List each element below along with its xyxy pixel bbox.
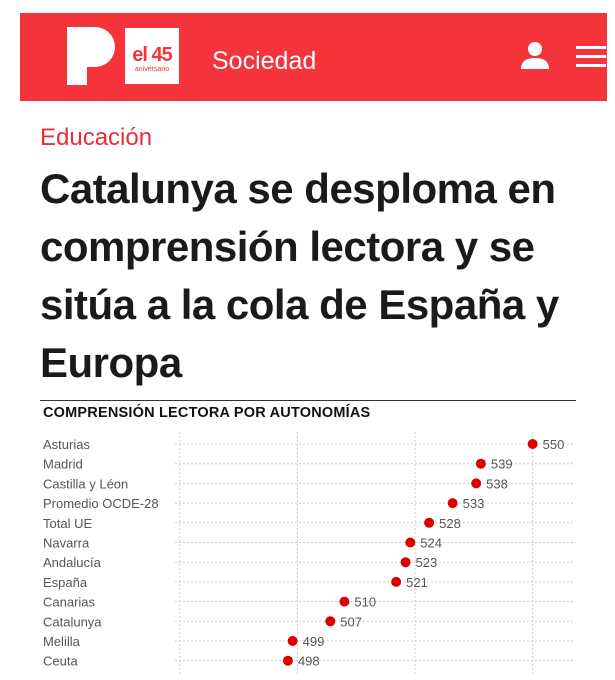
category-label: Asturias — [43, 437, 90, 452]
chart-top-rule — [40, 400, 576, 401]
section-link[interactable]: Sociedad — [212, 47, 317, 75]
category-label: Canarias — [43, 595, 96, 610]
category-label: Andalucía — [43, 555, 102, 570]
value-label: 498 — [298, 654, 320, 669]
data-point — [400, 557, 411, 568]
category-label: Navarra — [43, 536, 90, 551]
value-label: 550 — [543, 437, 565, 452]
value-label: 533 — [463, 496, 485, 511]
value-label: 523 — [416, 555, 438, 570]
category-label: Ceuta — [43, 654, 78, 669]
data-point — [287, 636, 298, 646]
category-label: España — [43, 575, 88, 590]
anniversary-badge: el 45 aniversario — [125, 28, 179, 84]
badge-main-text: el 45 — [132, 44, 172, 66]
badge-sub-text: aniversario — [134, 66, 170, 73]
value-label: 528 — [439, 516, 461, 531]
user-icon[interactable] — [520, 40, 550, 70]
dot-chart: Asturias 550 Madrid 539 Castilla y Léon 538 Pr… — [43, 432, 575, 675]
category-label: Madrid — [43, 457, 83, 472]
data-point — [282, 655, 293, 666]
value-label: 539 — [491, 457, 513, 472]
value-label: 524 — [420, 536, 442, 551]
data-point — [424, 517, 435, 528]
article-category[interactable]: Educación — [40, 124, 153, 151]
data-point — [527, 439, 538, 449]
value-label: 538 — [486, 476, 508, 491]
chart-title: COMPRENSIÓN LECTORA POR AUTONOMÍAS — [43, 405, 371, 421]
data-point — [405, 537, 416, 548]
logo-p-icon[interactable] — [67, 27, 117, 85]
article-headline: Catalunya se desploma en comprensión lec… — [40, 165, 559, 386]
category-label: Melilla — [43, 634, 81, 649]
value-label: 510 — [354, 595, 376, 610]
data-point — [325, 616, 336, 627]
value-label: 507 — [340, 614, 362, 629]
value-label: 499 — [303, 634, 325, 649]
category-label: Promedio OCDE-28 — [43, 496, 159, 511]
data-point — [471, 478, 482, 489]
data-point — [391, 576, 402, 587]
data-point — [339, 596, 350, 607]
site-header: el 45 aniversario Sociedad — [20, 13, 607, 101]
data-point — [475, 458, 486, 469]
value-label: 521 — [406, 575, 428, 590]
category-label: Castilla y Léon — [43, 476, 128, 491]
hamburger-menu-icon[interactable] — [576, 46, 606, 68]
category-label: Total UE — [43, 516, 92, 531]
data-point — [447, 498, 458, 509]
category-label: Catalunya — [43, 614, 102, 629]
